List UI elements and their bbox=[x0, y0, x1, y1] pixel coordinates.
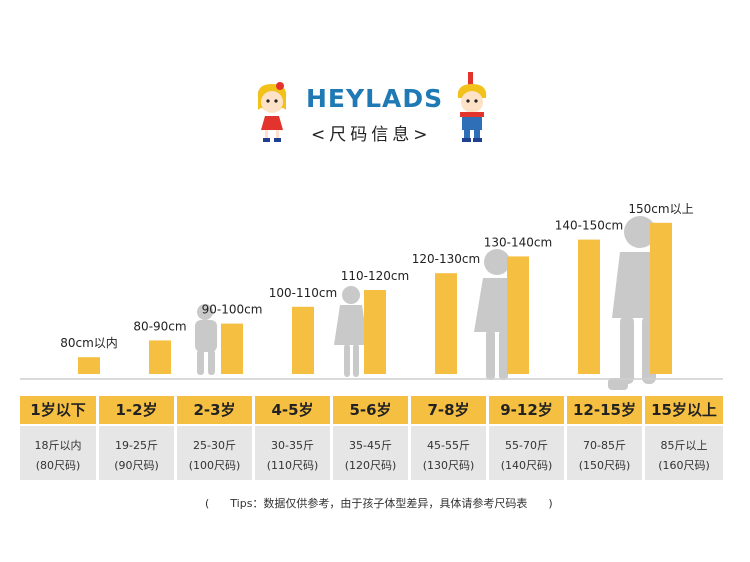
weight-cell: 19-25斤 (90尺码) bbox=[99, 426, 174, 480]
size-label: (160尺码) bbox=[658, 459, 710, 472]
girl-silhouette-icon bbox=[334, 286, 368, 377]
tick-label: 1岁以下 bbox=[20, 396, 96, 424]
height-bar-chart: 80cm以内80-90cm90-100cm100-110cm110-120cm1… bbox=[20, 202, 723, 390]
weight-size-row: 18斤以内 (80尺码) 19-25斤 (90尺码) 25-30斤 (100尺码… bbox=[20, 426, 723, 480]
weight-cell: 45-55斤 (130尺码) bbox=[411, 426, 486, 480]
bar-3 bbox=[221, 323, 243, 374]
data-label: 110-120cm bbox=[341, 269, 409, 283]
tick-label: 5-6岁 bbox=[333, 396, 408, 424]
data-label: 90-100cm bbox=[202, 303, 263, 317]
weight-cell: 85斤以上 (160尺码) bbox=[645, 426, 723, 480]
weight-label: 55-70斤 bbox=[505, 439, 548, 452]
weight-label: 19-25斤 bbox=[115, 439, 158, 452]
girl-mascot-icon bbox=[252, 80, 292, 144]
weight-cell: 55-70斤 (140尺码) bbox=[489, 426, 564, 480]
size-label: (140尺码) bbox=[500, 459, 553, 472]
tick-label: 15岁以上 bbox=[645, 396, 723, 424]
bar-5 bbox=[364, 290, 386, 374]
data-label: 120-130cm bbox=[412, 252, 480, 266]
weight-label: 45-55斤 bbox=[427, 439, 470, 452]
data-label: 140-150cm bbox=[555, 219, 623, 233]
tick-label: 7-8岁 bbox=[411, 396, 486, 424]
page-title: <尺码信息> bbox=[311, 125, 432, 145]
weight-label: 85斤以上 bbox=[660, 439, 708, 452]
size-label: (110尺码) bbox=[266, 459, 319, 472]
data-label: 80cm以内 bbox=[60, 336, 118, 350]
weight-cell: 30-35斤 (110尺码) bbox=[255, 426, 330, 480]
tips-note: ( Tips：数据仅供参考，由于孩子体型差异，具体请参考尺码表 ) bbox=[205, 497, 553, 510]
tick-label: 2-3岁 bbox=[177, 396, 252, 424]
size-label: (90尺码) bbox=[114, 459, 159, 472]
bar-2 bbox=[149, 340, 171, 374]
tick-label: 1-2岁 bbox=[99, 396, 174, 424]
size-label: (100尺码) bbox=[188, 459, 241, 472]
weight-label: 70-85斤 bbox=[583, 439, 626, 452]
size-label: (150尺码) bbox=[578, 459, 631, 472]
age-category-row: 1岁以下 1-2岁 2-3岁 4-5岁 5-6岁 7-8岁 9-12岁 12-1… bbox=[20, 396, 723, 424]
weight-cell: 35-45斤 (120尺码) bbox=[333, 426, 408, 480]
data-label: 150cm以上 bbox=[628, 202, 693, 216]
size-label: (120尺码) bbox=[344, 459, 397, 472]
data-label: 100-110cm bbox=[269, 286, 337, 300]
weight-label: 35-45斤 bbox=[349, 439, 392, 452]
tick-label: 4-5岁 bbox=[255, 396, 330, 424]
bar-7 bbox=[507, 256, 529, 374]
boy-mascot-icon bbox=[450, 72, 494, 144]
bar-9 bbox=[650, 222, 672, 374]
weight-cell: 25-30斤 (100尺码) bbox=[177, 426, 252, 480]
weight-label: 25-30斤 bbox=[193, 439, 236, 452]
weight-label: 18斤以内 bbox=[34, 439, 82, 452]
bar-4 bbox=[292, 306, 314, 374]
size-label: (80尺码) bbox=[35, 459, 81, 472]
data-label: 130-140cm bbox=[484, 235, 552, 249]
bar-1 bbox=[78, 357, 100, 374]
toddler-silhouette-icon bbox=[195, 304, 217, 375]
bar-6 bbox=[435, 273, 457, 374]
weight-cell: 18斤以内 (80尺码) bbox=[20, 426, 96, 480]
tick-label: 9-12岁 bbox=[489, 396, 564, 424]
bar-8 bbox=[578, 239, 600, 374]
data-label: 80-90cm bbox=[133, 319, 186, 333]
weight-cell: 70-85斤 (150尺码) bbox=[567, 426, 642, 480]
brand-logo: HEYLADS bbox=[306, 84, 444, 113]
tick-label: 12-15岁 bbox=[567, 396, 642, 424]
weight-label: 30-35斤 bbox=[271, 439, 314, 452]
size-label: (130尺码) bbox=[422, 459, 475, 472]
